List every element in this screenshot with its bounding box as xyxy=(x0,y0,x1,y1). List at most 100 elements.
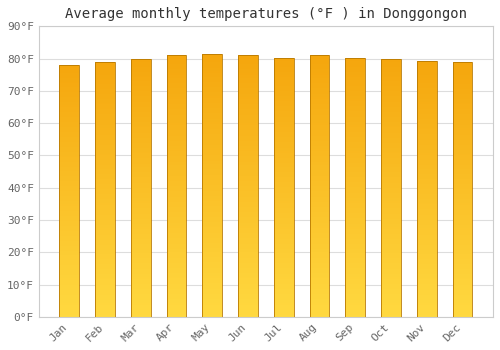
Bar xyxy=(274,206,293,208)
Bar xyxy=(346,313,365,315)
Bar xyxy=(166,153,186,155)
Bar xyxy=(95,111,115,113)
Bar xyxy=(95,72,115,74)
Bar xyxy=(452,203,472,205)
Bar xyxy=(95,92,115,94)
Bar xyxy=(131,141,150,143)
Bar xyxy=(202,134,222,136)
Bar xyxy=(238,160,258,162)
Bar xyxy=(95,233,115,235)
Bar xyxy=(381,265,401,267)
Bar xyxy=(274,160,293,161)
Bar xyxy=(95,199,115,201)
Bar xyxy=(166,226,186,228)
Bar xyxy=(417,254,436,256)
Bar xyxy=(452,242,472,244)
Bar xyxy=(166,121,186,123)
Bar xyxy=(202,287,222,289)
Bar xyxy=(166,162,186,163)
Bar xyxy=(166,191,186,193)
Bar xyxy=(202,240,222,242)
Bar xyxy=(310,181,330,183)
Bar xyxy=(452,138,472,140)
Bar xyxy=(381,220,401,222)
Bar xyxy=(60,287,79,288)
Bar xyxy=(346,291,365,293)
Bar xyxy=(310,190,330,191)
Bar xyxy=(452,186,472,188)
Bar xyxy=(238,202,258,203)
Bar xyxy=(238,287,258,289)
Bar xyxy=(346,58,365,317)
Bar xyxy=(202,175,222,176)
Bar xyxy=(310,301,330,303)
Bar xyxy=(131,182,150,184)
Bar xyxy=(310,87,330,89)
Bar xyxy=(202,89,222,91)
Bar xyxy=(60,135,79,137)
Bar xyxy=(202,289,222,290)
Bar xyxy=(95,235,115,237)
Bar xyxy=(202,120,222,122)
Bar xyxy=(310,203,330,205)
Bar xyxy=(131,140,150,141)
Bar xyxy=(202,229,222,231)
Bar xyxy=(131,196,150,198)
Bar xyxy=(310,268,330,270)
Bar xyxy=(452,65,472,67)
Bar xyxy=(131,90,150,91)
Bar xyxy=(131,260,150,262)
Bar xyxy=(60,221,79,223)
Bar xyxy=(310,198,330,200)
Bar xyxy=(131,108,150,110)
Bar xyxy=(202,61,222,63)
Bar xyxy=(131,176,150,177)
Bar xyxy=(131,282,150,284)
Bar xyxy=(310,258,330,259)
Bar xyxy=(381,293,401,294)
Bar xyxy=(417,116,436,117)
Bar xyxy=(95,298,115,300)
Bar xyxy=(381,88,401,90)
Bar xyxy=(310,94,330,96)
Bar xyxy=(310,237,330,238)
Bar xyxy=(202,122,222,124)
Bar xyxy=(381,74,401,76)
Bar xyxy=(274,312,293,313)
Bar xyxy=(274,218,293,220)
Bar xyxy=(60,310,79,312)
Bar xyxy=(202,105,222,106)
Bar xyxy=(166,275,186,277)
Bar xyxy=(166,85,186,87)
Bar xyxy=(310,219,330,221)
Bar xyxy=(131,160,150,162)
Bar xyxy=(346,139,365,141)
Bar xyxy=(381,157,401,159)
Bar xyxy=(202,63,222,64)
Bar xyxy=(381,294,401,296)
Bar xyxy=(131,200,150,202)
Bar xyxy=(310,205,330,207)
Bar xyxy=(166,57,186,59)
Bar xyxy=(346,272,365,274)
Bar xyxy=(452,62,472,317)
Bar xyxy=(346,160,365,161)
Bar xyxy=(60,142,79,144)
Bar xyxy=(166,245,186,247)
Bar xyxy=(417,223,436,225)
Bar xyxy=(202,280,222,282)
Bar xyxy=(310,155,330,156)
Bar xyxy=(452,152,472,154)
Bar xyxy=(417,303,436,305)
Bar xyxy=(346,208,365,210)
Bar xyxy=(166,155,186,156)
Bar xyxy=(166,139,186,141)
Bar xyxy=(417,89,436,90)
Bar xyxy=(381,279,401,281)
Bar xyxy=(131,257,150,258)
Bar xyxy=(452,181,472,182)
Bar xyxy=(238,237,258,238)
Bar xyxy=(274,172,293,174)
Bar xyxy=(452,67,472,69)
Bar xyxy=(95,135,115,136)
